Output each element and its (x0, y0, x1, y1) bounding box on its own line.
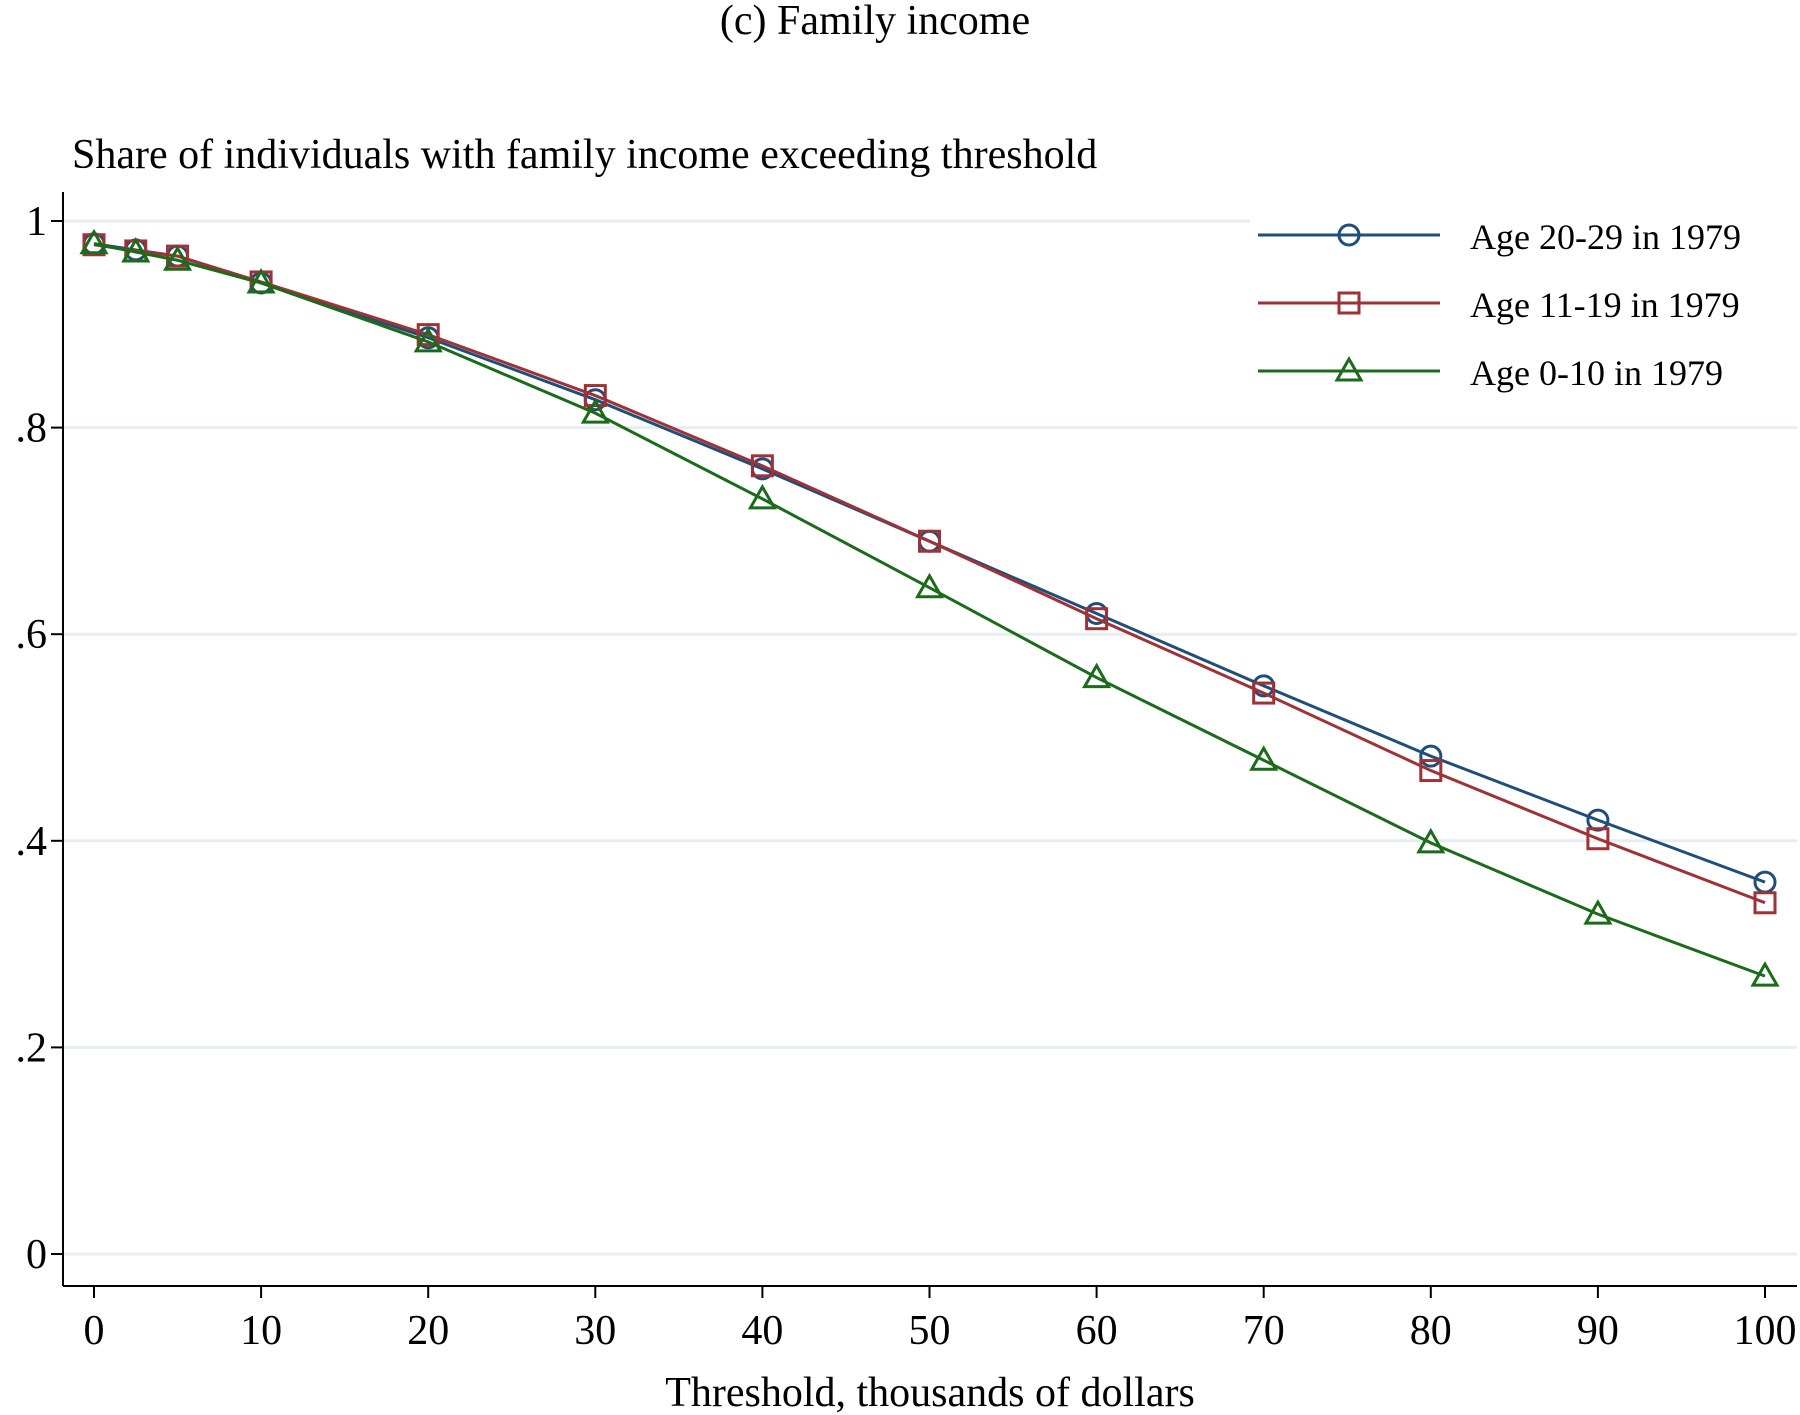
series (79, 228, 1780, 987)
axis-ticks: 0.2.4.6.810 10 20 30 40 50 60 70 80 90 100 (16, 199, 1797, 1354)
data-point-triangle (79, 228, 109, 255)
legend: Age 20-29 in 1979 Age 11-19 in 1979 Age 0-… (1250, 210, 1800, 415)
data-point-square (1252, 681, 1276, 705)
x-axis-label: Threshold, thousands of dollars (665, 1370, 1195, 1415)
data-point-triangle (747, 483, 777, 510)
data-point-square (1085, 607, 1109, 631)
legend-marker-triangle (1334, 355, 1364, 382)
series-line (93, 243, 1766, 905)
data-point-square (918, 529, 941, 553)
legend-marker-circle (1337, 223, 1361, 247)
legend-label: Age 20-29 in 1979 (1470, 217, 1741, 257)
y-tick-label: .6 (16, 612, 48, 658)
data-point-square (1586, 827, 1610, 851)
legend-marker-square (1337, 291, 1361, 315)
x-tick-label: 40 (741, 1308, 783, 1354)
y-tick-label: .4 (16, 819, 48, 865)
data-point-square (1753, 891, 1777, 915)
x-tick-label: 20 (407, 1308, 449, 1354)
data-point-triangle (1416, 827, 1446, 854)
data-point-triangle (1082, 662, 1112, 689)
series-line (93, 242, 1766, 978)
legend-entry: Age 11-19 in 1979 (1258, 285, 1740, 325)
legend-label: Age 11-19 in 1979 (1470, 285, 1740, 325)
chart-subtitle: Share of individuals with family income … (72, 132, 1097, 178)
x-tick-label: 50 (909, 1308, 951, 1354)
data-point-triangle (914, 572, 945, 599)
x-tick-label: 30 (574, 1308, 616, 1354)
x-tick-label: 10 (240, 1308, 282, 1354)
y-tick-label: .8 (16, 406, 48, 452)
data-point-triangle (162, 245, 193, 271)
grid-lines (63, 219, 1797, 1256)
data-point-square (416, 323, 440, 347)
legend-entry: Age 0-10 in 1979 (1258, 353, 1723, 393)
x-tick-label: 80 (1410, 1308, 1452, 1354)
series-triangle (79, 228, 1780, 987)
data-point-triangle (1750, 961, 1780, 987)
y-tick-label: .2 (16, 1025, 48, 1071)
x-tick-label: 70 (1243, 1308, 1285, 1354)
x-tick-label: 60 (1076, 1308, 1118, 1354)
data-point-triangle (580, 398, 610, 424)
data-point-triangle (1583, 899, 1613, 925)
data-point-triangle (246, 267, 276, 294)
x-tick-label: 0 (84, 1308, 105, 1354)
y-tick-label: 1 (26, 199, 47, 245)
data-point-triangle (121, 236, 151, 263)
x-tick-label: 100 (1734, 1308, 1797, 1354)
data-point-square (1419, 759, 1443, 783)
data-point-circle (1419, 744, 1443, 768)
data-point-triangle (1249, 745, 1279, 771)
legend-entry: Age 20-29 in 1979 (1258, 217, 1741, 257)
x-tick-label: 90 (1577, 1308, 1619, 1354)
chart-title: (c) Family income (720, 0, 1030, 44)
legend-label: Age 0-10 in 1979 (1470, 353, 1723, 393)
data-point-square (750, 454, 774, 478)
data-point-triangle (413, 326, 443, 353)
data-point-square (583, 384, 607, 408)
y-tick-label: 0 (26, 1232, 47, 1278)
